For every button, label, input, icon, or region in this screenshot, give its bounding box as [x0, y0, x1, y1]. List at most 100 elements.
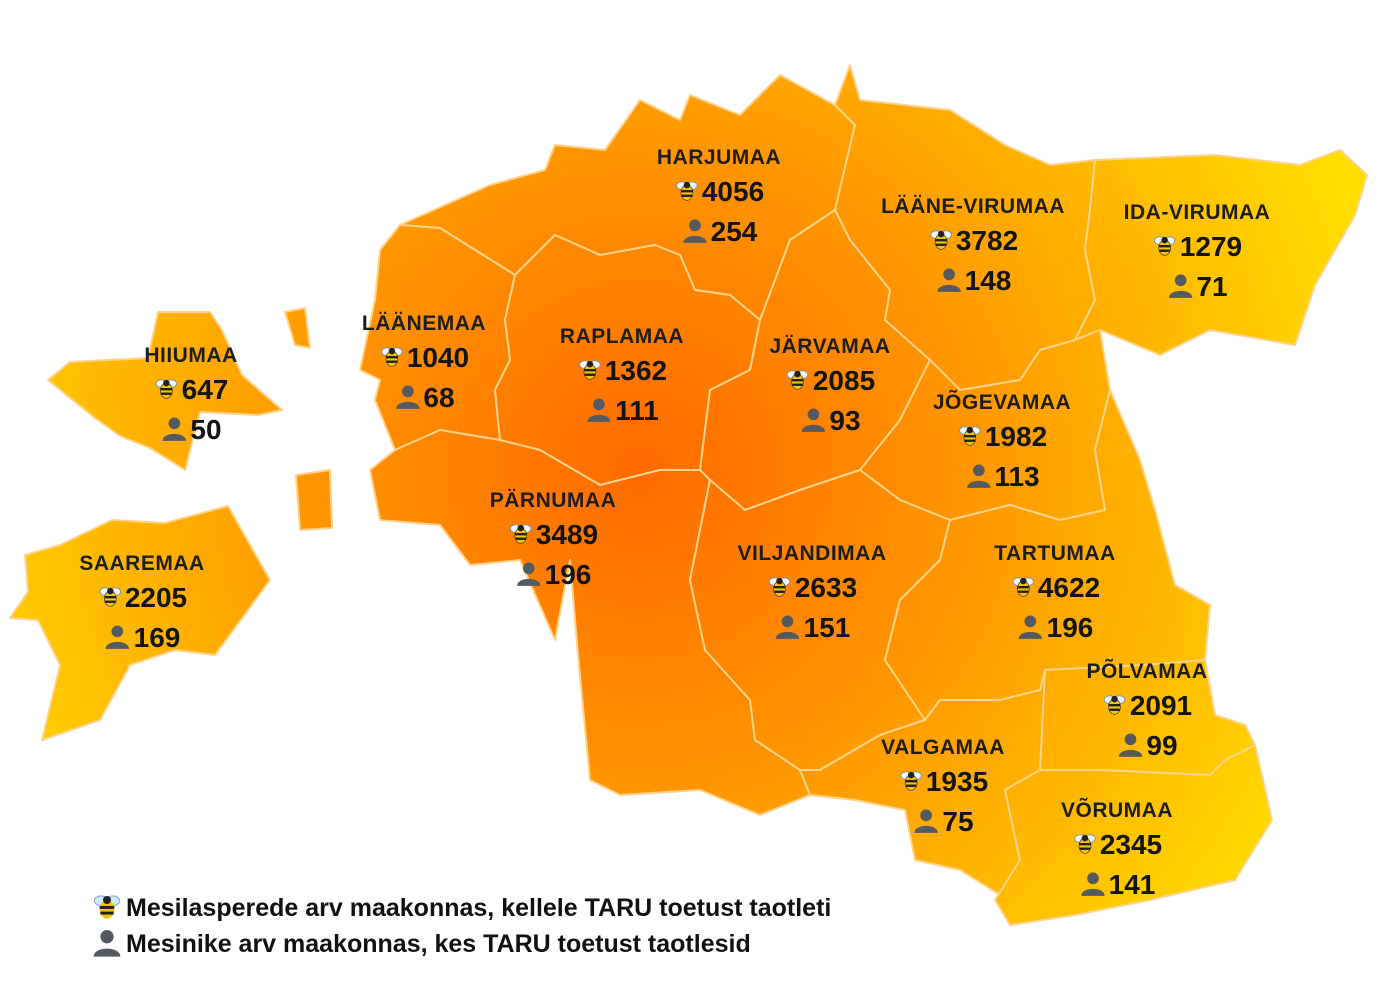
county-valgamaa: VALGAMAA 1935 75	[881, 737, 1005, 838]
county-name: JÄRVAMAA	[769, 335, 891, 358]
beekeepers-stat: 169	[79, 622, 204, 654]
person-icon	[912, 806, 940, 838]
bee-icon	[1102, 690, 1128, 722]
beekeepers-count: 141	[1108, 869, 1156, 900]
legend: Mesilasperede arv maakonnas, kellele TAR…	[90, 890, 831, 962]
colonies-stat: 3489	[490, 519, 617, 551]
county-saaremaa: SAAREMAA 2205 169	[79, 553, 204, 654]
legend-colonies: Mesilasperede arv maakonnas, kellele TAR…	[90, 890, 831, 926]
county-name: JÕGEVAMAA	[932, 391, 1072, 414]
person-icon	[964, 461, 992, 493]
beekeepers-count: 71	[1196, 271, 1228, 302]
person-icon	[90, 926, 124, 963]
colonies-stat: 4622	[994, 572, 1115, 604]
county-shape-vorumaa	[994, 744, 1273, 926]
county-name: HARJUMAA	[656, 146, 782, 169]
county-polvamaa: PÕLVAMAA 2091 99	[1086, 661, 1207, 762]
person-icon	[104, 622, 132, 654]
county-shape-saaremaa	[9, 505, 271, 741]
county-name: VÕRUMAA	[1061, 799, 1173, 822]
person-icon	[515, 559, 543, 591]
county-harjumaa: HARJUMAA 4056 254	[657, 147, 781, 248]
colonies-stat: 1982	[933, 421, 1071, 453]
bee-icon	[767, 572, 793, 604]
colonies-stat: 2085	[769, 365, 890, 397]
beekeepers-stat: 196	[994, 612, 1115, 644]
colonies-stat: 1362	[560, 355, 684, 387]
county-hiiumaa: HIIUMAA 647 50	[144, 345, 237, 446]
county-parnumaa: PÄRNUMAA 3489 196	[490, 490, 617, 591]
bee-icon	[508, 519, 534, 551]
county-name: LÄÄNEMAA	[361, 312, 487, 335]
bee-icon	[1152, 231, 1178, 263]
person-icon	[1116, 730, 1144, 762]
county-jogevamaa: JÕGEVAMAA 1982 113	[933, 392, 1071, 493]
beekeepers-count: 254	[710, 216, 758, 247]
beekeepers-count: 148	[964, 265, 1012, 296]
beekeepers-count: 68	[423, 382, 455, 413]
beekeepers-stat: 111	[560, 395, 684, 427]
colonies-stat: 1279	[1124, 231, 1271, 263]
bee-icon	[898, 766, 924, 798]
county-name: LÄÄNE-VIRUMAA	[881, 195, 1065, 218]
colonies-count: 647	[181, 374, 229, 405]
county-name: VILJANDIMAA	[737, 542, 887, 565]
person-icon	[585, 395, 613, 427]
person-icon	[774, 612, 802, 644]
colonies-count: 4622	[1037, 572, 1101, 603]
colonies-count: 1362	[604, 355, 668, 386]
colonies-stat: 647	[144, 374, 237, 406]
legend-beekeepers: Mesinike arv maakonnas, kes TARU toetust…	[90, 926, 831, 962]
county-laanemaa: LÄÄNEMAA 1040 68	[362, 313, 486, 414]
county-laane-virumaa: LÄÄNE-VIRUMAA 3782 148	[881, 196, 1065, 297]
colonies-stat: 1935	[881, 766, 1005, 798]
person-icon	[160, 414, 188, 446]
colonies-stat: 1040	[362, 342, 486, 374]
colonies-count: 2085	[812, 365, 876, 396]
beekeepers-stat: 196	[490, 559, 617, 591]
beekeepers-stat: 93	[769, 405, 890, 437]
colonies-stat: 3782	[881, 225, 1065, 257]
bee-icon	[1010, 572, 1036, 604]
county-tartumaa: TARTUMAA 4622 196	[994, 543, 1115, 644]
colonies-stat: 2345	[1061, 829, 1173, 861]
county-shape-ida-virumaa	[1074, 149, 1368, 356]
beekeepers-count: 50	[190, 414, 222, 445]
person-icon	[799, 405, 827, 437]
beekeepers-stat: 141	[1061, 869, 1173, 901]
county-name: RAPLAMAA	[559, 325, 685, 348]
county-raplamaa: RAPLAMAA 1362 111	[560, 326, 684, 427]
county-ida-virumaa: IDA-VIRUMAA 1279 71	[1124, 202, 1271, 303]
bee-icon	[154, 374, 180, 406]
islet-vormsi	[295, 469, 333, 531]
person-icon	[681, 216, 709, 248]
person-icon	[1166, 271, 1194, 303]
county-name: SAAREMAA	[79, 552, 205, 575]
county-name: PÕLVAMAA	[1086, 660, 1208, 683]
beekeepers-count: 196	[544, 559, 592, 590]
colonies-count: 2205	[124, 582, 188, 613]
beekeepers-stat: 151	[737, 612, 886, 644]
bee-icon	[674, 176, 700, 208]
beekeepers-stat: 68	[362, 382, 486, 414]
bee-icon	[957, 421, 983, 453]
colonies-count: 2091	[1129, 690, 1193, 721]
islet-north	[284, 307, 311, 349]
colonies-count: 3782	[955, 225, 1019, 256]
bee-icon	[1072, 829, 1098, 861]
county-name: TARTUMAA	[994, 542, 1116, 565]
colonies-stat: 2205	[79, 582, 204, 614]
person-icon	[935, 265, 963, 297]
county-name: HIIUMAA	[144, 344, 238, 367]
beekeepers-stat: 50	[144, 414, 237, 446]
beekeepers-count: 196	[1046, 612, 1094, 643]
county-name: PÄRNUMAA	[489, 489, 617, 512]
bee-icon	[97, 582, 123, 614]
county-viljandimaa: VILJANDIMAA 2633 151	[737, 543, 886, 644]
county-name: VALGAMAA	[881, 736, 1005, 759]
person-icon	[1079, 869, 1107, 901]
colonies-count: 1982	[984, 421, 1048, 452]
bee-icon	[379, 342, 405, 374]
beekeepers-stat: 71	[1124, 271, 1271, 303]
